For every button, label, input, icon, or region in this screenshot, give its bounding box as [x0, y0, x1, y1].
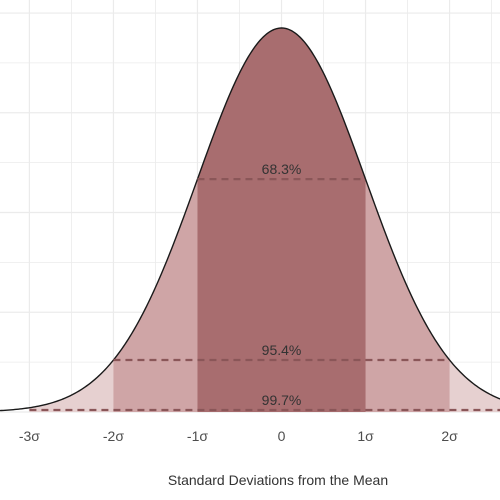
density-curve — [0, 27, 500, 412]
x-tick-label: 1σ — [357, 428, 374, 444]
x-tick-label: -3σ — [19, 428, 40, 444]
x-tick-label: 0 — [278, 428, 286, 444]
x-tick-label: -1σ — [187, 428, 208, 444]
band-dashed-lines — [29, 177, 500, 412]
band-fill-68-3 — [197, 28, 366, 412]
density-curve-group — [0, 27, 500, 412]
x-axis-title: Standard Deviations from the Mean — [168, 472, 388, 488]
x-axis-ticks: -3σ -2σ -1σ 0 1σ 2σ — [19, 428, 458, 444]
percent-label-99-7: 99.7% — [262, 392, 302, 408]
band-percent-labels: 99.7% 95.4% 68.3% — [262, 161, 302, 408]
percent-label-95-4: 95.4% — [262, 342, 302, 358]
x-tick-label: 2σ — [441, 428, 458, 444]
percent-label-68-3: 68.3% — [262, 161, 302, 177]
x-tick-label: -2σ — [103, 428, 124, 444]
band-fills — [29, 28, 500, 413]
